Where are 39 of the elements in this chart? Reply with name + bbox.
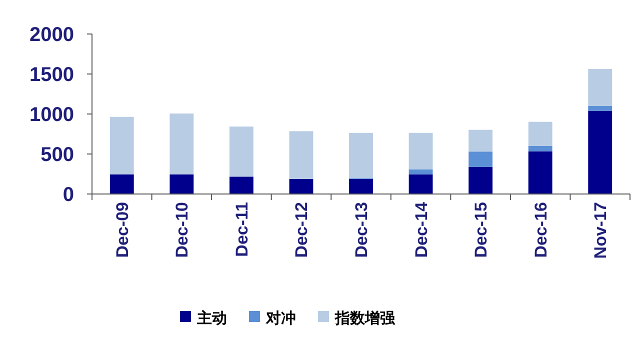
y-tick-label: 500 xyxy=(40,144,74,166)
x-tick-label: Nov-17 xyxy=(591,202,610,259)
y-tick-label: 2000 xyxy=(30,24,74,46)
x-tick-label: Dec-10 xyxy=(172,202,192,258)
x-tick-label: Dec-14 xyxy=(412,201,431,258)
bar xyxy=(588,110,612,194)
legend-label: 主动 xyxy=(196,309,227,327)
legend-label: 指数增强 xyxy=(334,310,396,327)
y-tick-label: 0 xyxy=(62,184,74,206)
bar xyxy=(588,69,612,106)
y-tick-label: 1000 xyxy=(30,104,74,126)
bar xyxy=(170,114,194,174)
bar xyxy=(408,132,433,170)
x-tick-label: Dec-13 xyxy=(352,202,371,258)
bar xyxy=(528,146,552,152)
legend-label: 对冲 xyxy=(265,310,296,327)
bar xyxy=(468,152,493,167)
bar xyxy=(349,178,373,194)
bar xyxy=(349,132,373,178)
x-tick-label: Dec-11 xyxy=(232,202,252,257)
bar xyxy=(110,174,134,194)
bar xyxy=(229,176,254,194)
y-tick-label: 1500 xyxy=(30,64,74,86)
bar xyxy=(170,174,194,194)
x-tick-label: Dec-15 xyxy=(472,202,491,258)
bar xyxy=(468,130,493,152)
bar xyxy=(408,169,433,174)
x-tick-label: Dec-16 xyxy=(531,202,550,258)
bar xyxy=(408,174,433,194)
bar xyxy=(588,106,612,111)
bar xyxy=(528,151,552,194)
bar xyxy=(528,122,552,146)
bar xyxy=(229,126,254,177)
bar xyxy=(110,116,134,174)
bar xyxy=(468,166,493,194)
x-tick-label: Dec-09 xyxy=(112,202,132,258)
x-tick-label: Dec-12 xyxy=(292,202,312,258)
bar xyxy=(289,131,314,179)
bar xyxy=(289,178,314,194)
